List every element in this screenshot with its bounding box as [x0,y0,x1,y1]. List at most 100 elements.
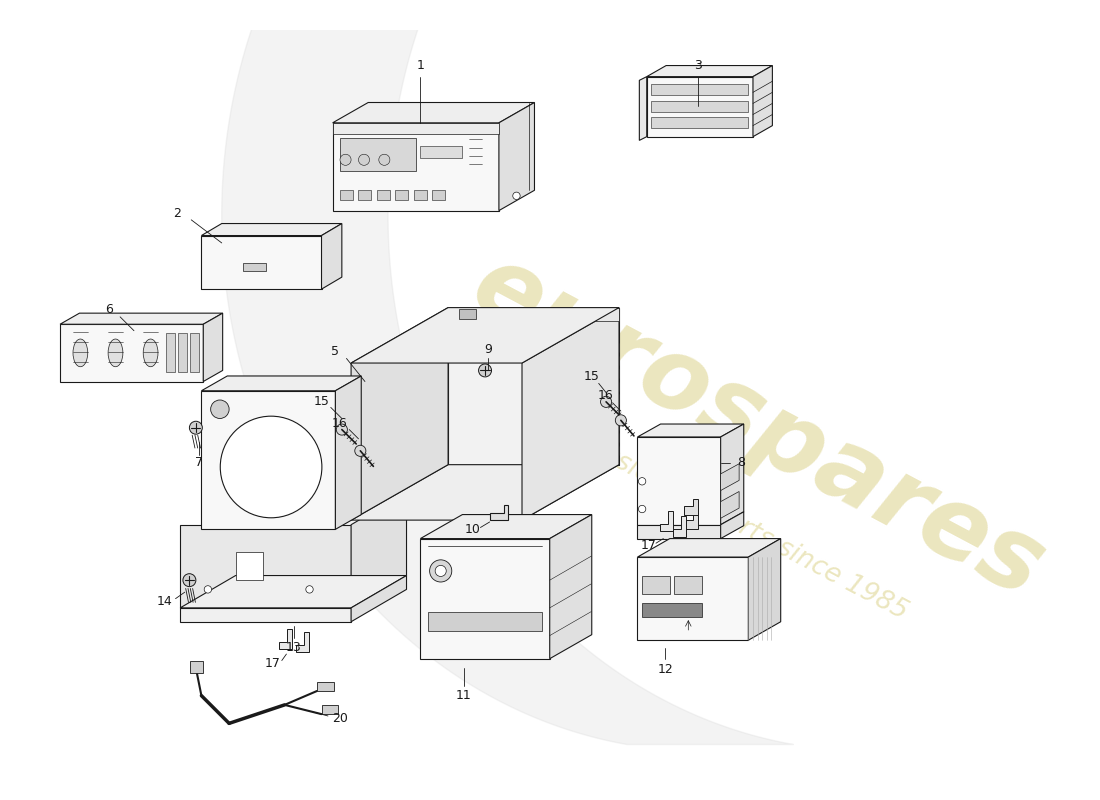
Circle shape [189,422,202,434]
Polygon shape [359,190,372,199]
Circle shape [513,192,520,199]
Circle shape [478,364,492,377]
Polygon shape [660,511,672,531]
Polygon shape [180,525,351,608]
Polygon shape [639,77,647,140]
Polygon shape [603,434,619,442]
Polygon shape [754,66,772,137]
Polygon shape [201,223,342,235]
Circle shape [430,560,452,582]
Text: 16: 16 [597,389,613,402]
Polygon shape [651,101,748,112]
Circle shape [340,154,351,166]
Polygon shape [448,308,619,321]
Polygon shape [243,263,266,270]
Polygon shape [332,102,535,123]
Polygon shape [448,308,619,465]
Polygon shape [377,190,389,199]
Polygon shape [332,123,499,210]
Circle shape [183,574,196,586]
Polygon shape [317,682,333,691]
Text: eurospares: eurospares [455,236,1059,619]
Polygon shape [459,310,476,318]
Polygon shape [395,190,408,199]
Polygon shape [651,84,748,95]
Text: 17: 17 [265,657,280,670]
Text: 5: 5 [331,346,340,358]
Polygon shape [351,308,619,363]
Polygon shape [201,376,361,390]
Polygon shape [420,146,462,158]
Text: 2: 2 [174,207,182,220]
Text: 12: 12 [658,663,673,676]
Text: a passion for parts since 1985: a passion for parts since 1985 [548,415,912,625]
Polygon shape [720,464,739,490]
Polygon shape [638,437,721,525]
Polygon shape [204,313,222,382]
Polygon shape [60,313,222,324]
Polygon shape [720,512,744,538]
Polygon shape [647,77,754,137]
Circle shape [210,400,229,418]
Polygon shape [684,499,697,515]
Polygon shape [647,66,772,77]
Polygon shape [296,632,309,652]
Polygon shape [420,514,592,538]
Polygon shape [651,118,748,128]
Polygon shape [684,513,697,530]
Polygon shape [336,376,361,530]
Text: 13: 13 [286,641,301,654]
Text: 8: 8 [737,456,745,470]
Polygon shape [190,661,204,673]
Polygon shape [340,138,416,171]
Text: 20: 20 [332,712,348,726]
Polygon shape [351,465,619,520]
Text: 3: 3 [694,59,702,72]
Polygon shape [638,525,721,538]
Polygon shape [351,492,407,608]
Polygon shape [720,424,744,525]
Circle shape [615,414,626,426]
Circle shape [355,446,366,456]
Polygon shape [603,369,619,378]
Polygon shape [351,308,448,520]
Circle shape [337,424,348,435]
Circle shape [378,154,389,166]
Text: 14: 14 [156,595,173,608]
Text: 15: 15 [583,370,600,383]
Text: 15: 15 [314,395,330,408]
Text: 16: 16 [332,417,348,430]
Circle shape [205,586,211,593]
Text: 1: 1 [417,59,425,72]
Text: 9: 9 [484,342,492,356]
Circle shape [306,586,313,593]
Polygon shape [603,342,619,352]
Polygon shape [351,575,407,622]
Polygon shape [414,190,427,199]
Circle shape [436,566,447,577]
Polygon shape [420,538,550,658]
Polygon shape [603,382,619,390]
Text: 11: 11 [455,689,472,702]
Polygon shape [340,190,353,199]
Polygon shape [190,334,199,372]
Polygon shape [201,235,321,289]
Polygon shape [603,394,619,404]
Ellipse shape [108,339,123,366]
Circle shape [638,478,646,485]
Polygon shape [201,390,336,530]
Polygon shape [748,538,781,640]
Text: 10: 10 [465,523,481,536]
Polygon shape [638,424,744,437]
Circle shape [359,154,370,166]
Polygon shape [642,603,702,617]
Polygon shape [321,223,342,289]
Polygon shape [720,491,739,518]
Polygon shape [432,190,446,199]
Polygon shape [60,324,204,382]
Polygon shape [180,575,407,608]
Circle shape [220,416,322,518]
Polygon shape [321,705,338,714]
Polygon shape [638,557,748,640]
Polygon shape [550,514,592,658]
